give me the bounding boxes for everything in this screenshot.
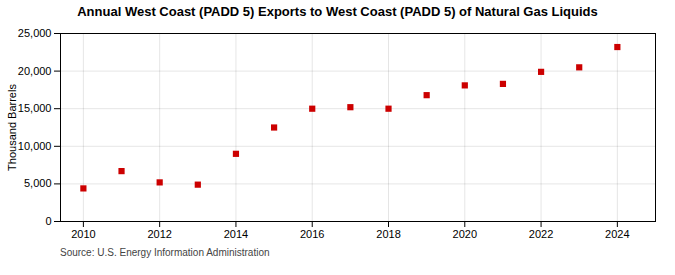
- svg-text:15,000: 15,000: [18, 102, 52, 114]
- svg-text:2014: 2014: [224, 228, 248, 240]
- svg-text:10,000: 10,000: [18, 140, 52, 152]
- svg-text:2016: 2016: [300, 228, 324, 240]
- svg-text:20,000: 20,000: [18, 65, 52, 77]
- html-text:Annual West Coast (PADD 5) Exp: Annual West Coast (PADD 5) Exports to We…: [77, 4, 598, 19]
- svg-text:0: 0: [45, 215, 51, 227]
- svg-text:25,000: 25,000: [18, 27, 52, 39]
- svg-text:2012: 2012: [147, 228, 171, 240]
- svg-text:2022: 2022: [529, 228, 553, 240]
- svg-text:2018: 2018: [376, 228, 400, 240]
- svg-text:Thousand Barrels: Thousand Barrels: [6, 84, 18, 171]
- svg-text:5,000: 5,000: [24, 177, 52, 189]
- svg-text:2010: 2010: [71, 228, 95, 240]
- svg-text:2020: 2020: [453, 228, 477, 240]
- html-text:Source: U.S. Energy Informatio: Source: U.S. Energy Information Administ…: [60, 247, 270, 258]
- svg-text:2024: 2024: [605, 228, 629, 240]
